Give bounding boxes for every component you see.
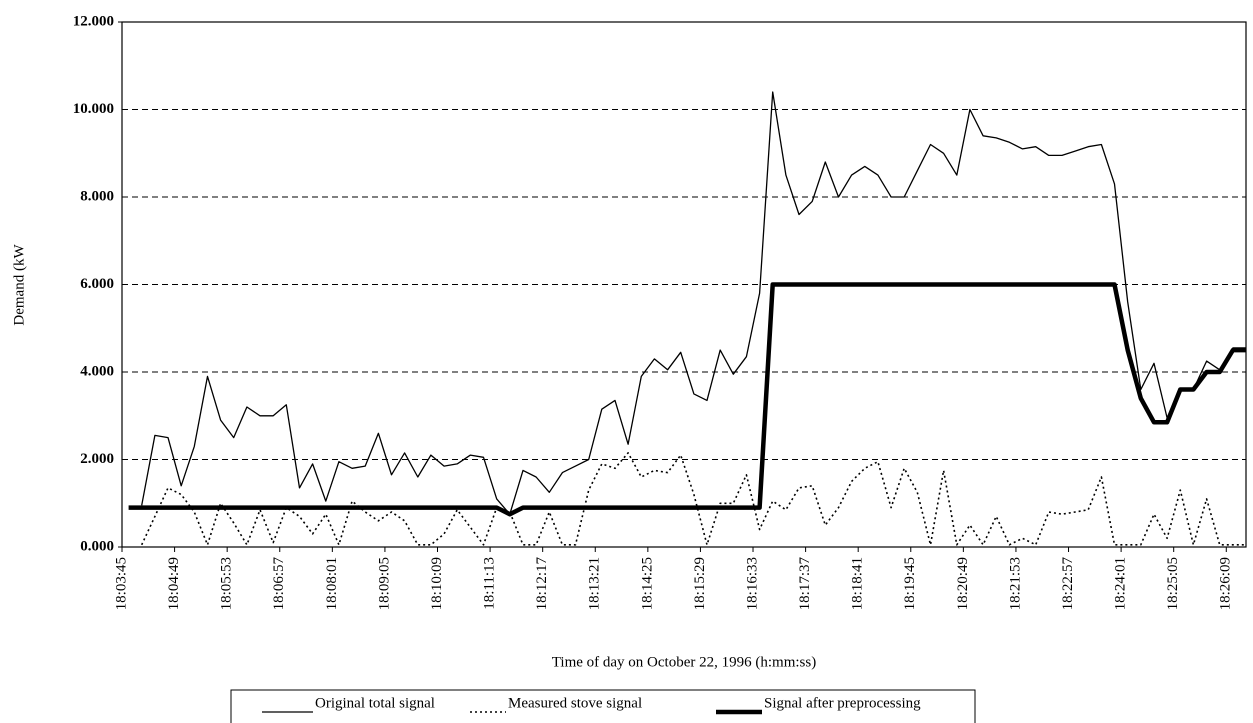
x-tick-label: 18:14:25	[639, 557, 655, 610]
legend-label: Original total signal	[315, 695, 435, 711]
y-axis-title: Demand (kW	[11, 244, 27, 326]
legend-box	[230, 689, 976, 723]
y-tick-label: 10.000	[73, 101, 114, 117]
x-tick-label: 18:15:29	[692, 557, 708, 610]
x-tick-label: 18:10:09	[429, 557, 445, 610]
x-tick-label: 18:12:17	[534, 557, 550, 611]
y-tick-label: 0.000	[80, 538, 114, 554]
x-axis-title: Time of day on October 22, 1996 (h:mm:ss…	[552, 654, 816, 670]
x-tick-label: 18:20:49	[955, 557, 971, 610]
x-tick-label: 18:22:57	[1060, 557, 1076, 611]
x-tick-label: 18:26:09	[1218, 557, 1234, 610]
y-tick-label: 8.000	[80, 188, 114, 204]
x-tick-label: 18:08:01	[324, 557, 340, 610]
series-line	[140, 452, 1246, 546]
x-tick-label: 18:03:45	[113, 557, 129, 610]
x-tick-label: 18:24:01	[1113, 557, 1129, 610]
y-tick-label: 4.000	[80, 363, 114, 379]
x-tick-label: 18:21:53	[1007, 557, 1023, 610]
x-tick-label: 18:17:37	[797, 557, 813, 611]
x-tick-label: 18:19:45	[902, 557, 918, 610]
x-tick-label: 18:06:57	[271, 557, 287, 611]
legend-label: Measured stove signal	[508, 695, 642, 711]
x-tick-label: 18:18:41	[850, 557, 866, 610]
x-tick-label: 18:16:33	[744, 557, 760, 610]
plot-frame	[121, 21, 1247, 548]
x-tick-label: 18:13:21	[587, 557, 603, 610]
y-tick-label: 12.000	[73, 13, 114, 29]
y-tick-label: 2.000	[80, 451, 114, 467]
series-line	[128, 282, 1246, 517]
x-tick-label: 18:11:13	[482, 557, 498, 610]
x-tick-label: 18:04:49	[166, 557, 182, 610]
y-tick-label: 6.000	[80, 276, 114, 292]
series-line	[141, 91, 1246, 515]
x-tick-label: 18:25:05	[1165, 557, 1181, 610]
x-tick-label: 18:05:53	[219, 557, 235, 610]
legend-label: Signal after preprocessing	[764, 695, 921, 711]
x-tick-label: 18:09:05	[376, 557, 392, 610]
